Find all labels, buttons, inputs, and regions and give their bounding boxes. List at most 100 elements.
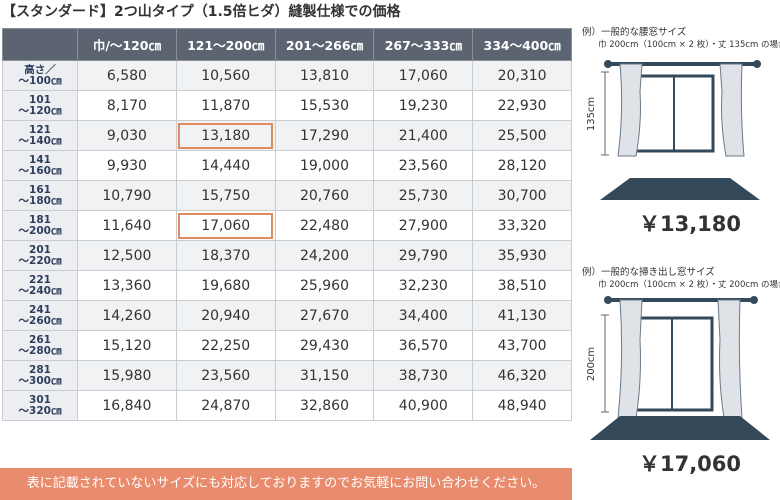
row-header-line: 181	[29, 213, 51, 226]
price-cell: 24,200	[274, 240, 375, 271]
table-row: 高さ／ ～100㎝ 6,580 10,560 13,810 17,060 20,310	[2, 60, 572, 91]
row-header-line: 高さ／	[24, 63, 56, 76]
price-cell: 6,580	[77, 60, 177, 91]
price-cell: 15,980	[77, 360, 177, 391]
row-header-line: 301	[29, 393, 51, 406]
corner-cell	[2, 28, 78, 61]
price-cell: 14,260	[77, 300, 177, 331]
row-header-line: 201	[29, 243, 51, 256]
price-cell: 25,500	[472, 120, 572, 151]
price-cell: 27,670	[274, 300, 375, 331]
row-header-line: 141	[29, 153, 51, 166]
example-price: ￥13,180	[638, 212, 742, 236]
row-header-line: ～260㎝	[18, 314, 62, 327]
price-cell: 19,000	[274, 150, 375, 181]
row-header-line: 241	[29, 303, 51, 316]
price-cell: 36,570	[373, 330, 474, 361]
table-row: 181 ～200㎝ 11,640 17,060 22,480 27,900 33,320	[2, 210, 572, 241]
price-cell: 34,400	[373, 300, 474, 331]
price-cell: 20,310	[472, 60, 572, 91]
price-cell: 30,700	[472, 180, 572, 211]
row-header-line: 281	[29, 363, 51, 376]
price-cell: 25,730	[373, 180, 474, 211]
price-cell: 11,640	[77, 210, 177, 241]
row-header-line: 121	[29, 123, 51, 136]
column-header: 巾/～120㎝	[77, 28, 177, 61]
row-header-line: 101	[29, 93, 51, 106]
price-cell: 29,430	[274, 330, 375, 361]
row-header-line: ～300㎝	[18, 374, 62, 387]
row-header: 261 ～280㎝	[2, 330, 78, 361]
row-header-line: 161	[29, 183, 51, 196]
header-row: 巾/～120㎝ 121～200㎝ 201～266㎝ 267～333㎝ 334～400㎝	[2, 28, 572, 61]
row-header: 101 ～120㎝	[2, 90, 78, 121]
row-header-line: ～240㎝	[18, 284, 62, 297]
price-cell: 22,250	[175, 330, 276, 361]
table-row: 301 ～320㎝ 16,840 24,870 32,860 40,900 48,940	[2, 390, 572, 421]
price-cell: 17,290	[274, 120, 375, 151]
price-cell: 12,500	[77, 240, 177, 271]
row-header: 221 ～240㎝	[2, 270, 78, 301]
price-cell: 38,510	[472, 270, 572, 301]
table-row: 261 ～280㎝ 15,120 22,250 29,430 36,570 43,700	[2, 330, 572, 361]
price-cell: 21,400	[373, 120, 474, 151]
price-cell: 40,900	[373, 390, 474, 421]
window-illustration: 200cm	[586, 296, 770, 440]
price-cell: 20,760	[274, 180, 375, 211]
column-header: 267～333㎝	[373, 28, 474, 61]
row-header-line: ～160㎝	[18, 164, 62, 177]
price-cell: 15,750	[175, 180, 276, 211]
column-header: 334～400㎝	[472, 28, 572, 61]
price-cell: 17,060	[373, 60, 474, 91]
price-cell: 35,930	[472, 240, 572, 271]
price-cell: 15,530	[274, 90, 375, 121]
row-header: 201 ～220㎝	[2, 240, 78, 271]
price-cell: 9,930	[77, 150, 177, 181]
price-cell: 11,870	[175, 90, 276, 121]
example-subtitle: 巾 200cm（100cm × 2 枚）・丈 135cm の場合	[598, 40, 780, 50]
price-cell: 29,790	[373, 240, 474, 271]
example-price: ￥17,060	[638, 452, 742, 476]
price-cell: 38,730	[373, 360, 474, 391]
table-row: 221 ～240㎝ 13,360 19,680 25,960 32,230 38,510	[2, 270, 572, 301]
price-cell: 20,940	[175, 300, 276, 331]
row-header-line: ～100㎝	[18, 74, 62, 87]
price-cell: 13,810	[274, 60, 375, 91]
price-cell: 23,560	[175, 360, 276, 391]
price-table: 巾/～120㎝ 121～200㎝ 201～266㎝ 267～333㎝ 334～400㎝ …	[2, 28, 572, 421]
dimension-label: 200cm	[586, 347, 597, 381]
row-header: 高さ／ ～100㎝	[2, 60, 78, 91]
price-cell: 13,180	[175, 120, 276, 151]
price-cell: 27,900	[373, 210, 474, 241]
price-cell: 48,940	[472, 390, 572, 421]
table-row: 281 ～300㎝ 15,980 23,560 31,150 38,730 46,320	[2, 360, 572, 391]
price-cell: 32,230	[373, 270, 474, 301]
table-row: 241 ～260㎝ 14,260 20,940 27,670 34,400 41,130	[2, 300, 572, 331]
contact-banner: 表に記載されていないサイズにも対応しておりますのでお気軽にお問い合わせください。	[0, 468, 572, 500]
row-header: 301 ～320㎝	[2, 390, 78, 421]
row-header-line: ～140㎝	[18, 134, 62, 147]
price-cell: 22,480	[274, 210, 375, 241]
row-header-line: ～200㎝	[18, 224, 62, 237]
row-header: 141 ～160㎝	[2, 150, 78, 181]
price-cell: 15,120	[77, 330, 177, 361]
price-cell: 19,230	[373, 90, 474, 121]
row-header: 241 ～260㎝	[2, 300, 78, 331]
example-title: 例）一般的な腰窓サイズ	[582, 27, 687, 38]
row-header: 281 ～300㎝	[2, 360, 78, 391]
price-cell: 19,680	[175, 270, 276, 301]
price-cell: 10,560	[175, 60, 276, 91]
window-illustration: 135cm	[586, 60, 761, 200]
price-cell: 28,120	[472, 150, 572, 181]
price-cell: 8,170	[77, 90, 177, 121]
price-cell: 31,150	[274, 360, 375, 391]
price-cell: 33,320	[472, 210, 572, 241]
price-cell: 14,440	[175, 150, 276, 181]
price-cell: 46,320	[472, 360, 572, 391]
table-row: 201 ～220㎝ 12,500 18,370 24,200 29,790 35,930	[2, 240, 572, 271]
row-header-line: 261	[29, 333, 51, 346]
price-cell: 16,840	[77, 390, 177, 421]
table-row: 161 ～180㎝ 10,790 15,750 20,760 25,730 30,700	[2, 180, 572, 211]
row-header-line: ～320㎝	[18, 404, 62, 417]
